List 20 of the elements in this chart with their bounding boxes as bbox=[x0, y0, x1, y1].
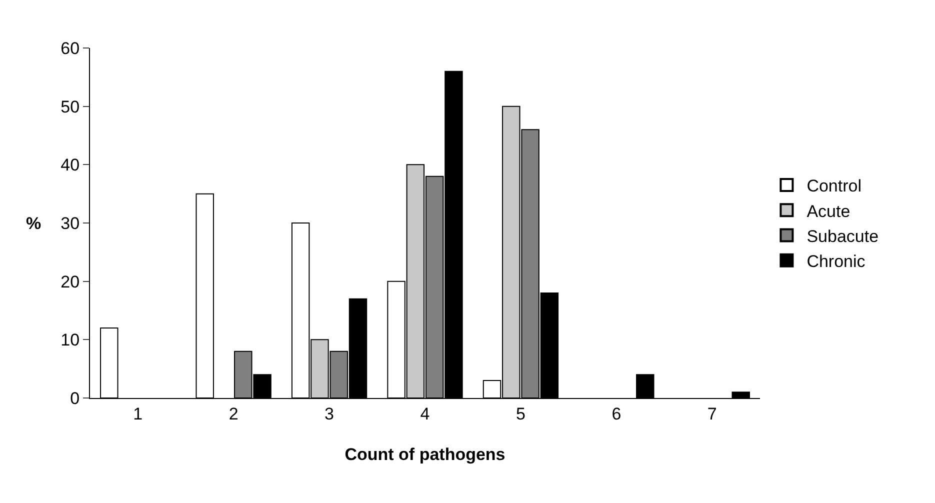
x-tick-label: 2 bbox=[228, 404, 238, 424]
y-tick-label: 30 bbox=[60, 214, 80, 233]
y-tick-label: 10 bbox=[60, 330, 80, 350]
x-tick-label: 4 bbox=[420, 404, 430, 424]
x-tick-label: 1 bbox=[133, 404, 143, 424]
y-tick-label: 50 bbox=[60, 97, 80, 116]
legend-label: Acute bbox=[806, 202, 850, 221]
x-tick-label: 3 bbox=[324, 404, 334, 424]
y-tick-label: 60 bbox=[60, 38, 80, 58]
y-tick-label: 20 bbox=[60, 272, 80, 292]
x-axis-title: Count of pathogens bbox=[344, 444, 506, 464]
x-tick-label: 7 bbox=[707, 404, 717, 424]
legend-label: Subacute bbox=[806, 226, 879, 246]
x-tick-label: 5 bbox=[516, 404, 526, 424]
legend-label: Chronic bbox=[806, 252, 866, 271]
legend-label: Control bbox=[806, 176, 862, 196]
y-axis-title: % bbox=[26, 214, 42, 233]
x-tick-label: 6 bbox=[612, 404, 622, 424]
y-tick-label: 40 bbox=[60, 156, 80, 175]
y-tick-label: 0 bbox=[70, 388, 80, 408]
